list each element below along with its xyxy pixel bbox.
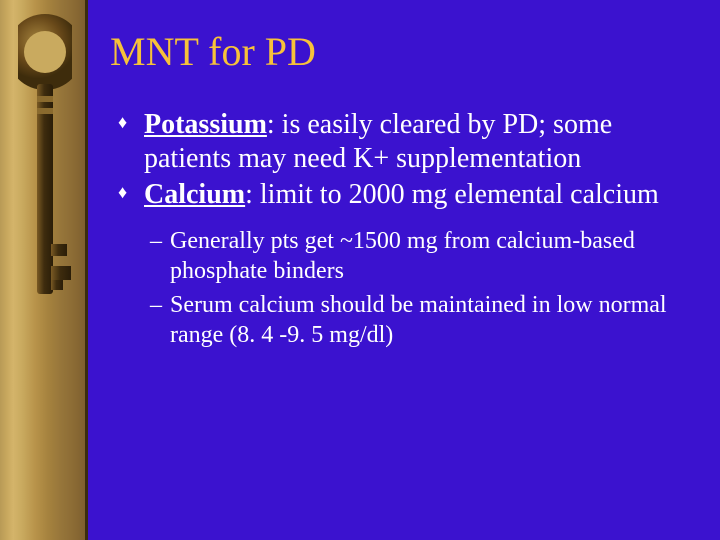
bullet-lead: Calcium — [144, 179, 245, 210]
main-bullet-list: Potassium: is easily cleared by PD; some… — [118, 108, 692, 212]
bullet-item: Calcium: limit to 2000 mg elemental calc… — [118, 178, 692, 212]
sidebar-texture — [0, 0, 88, 540]
slide-content: MNT for PD Potassium: is easily cleared … — [88, 0, 720, 540]
slide-title: MNT for PD — [110, 30, 692, 74]
bullet-item: Potassium: is easily cleared by PD; some… — [118, 108, 692, 176]
bullet-lead: Potassium — [144, 109, 267, 140]
sub-bullet-list: Generally pts get ~1500 mg from calcium-… — [150, 226, 692, 350]
bullet-rest: : limit to 2000 mg elemental calcium — [245, 179, 659, 210]
sub-bullet-item: Serum calcium should be maintained in lo… — [150, 290, 692, 350]
sub-bullet-item: Generally pts get ~1500 mg from calcium-… — [150, 226, 692, 286]
key-icon — [18, 10, 72, 330]
